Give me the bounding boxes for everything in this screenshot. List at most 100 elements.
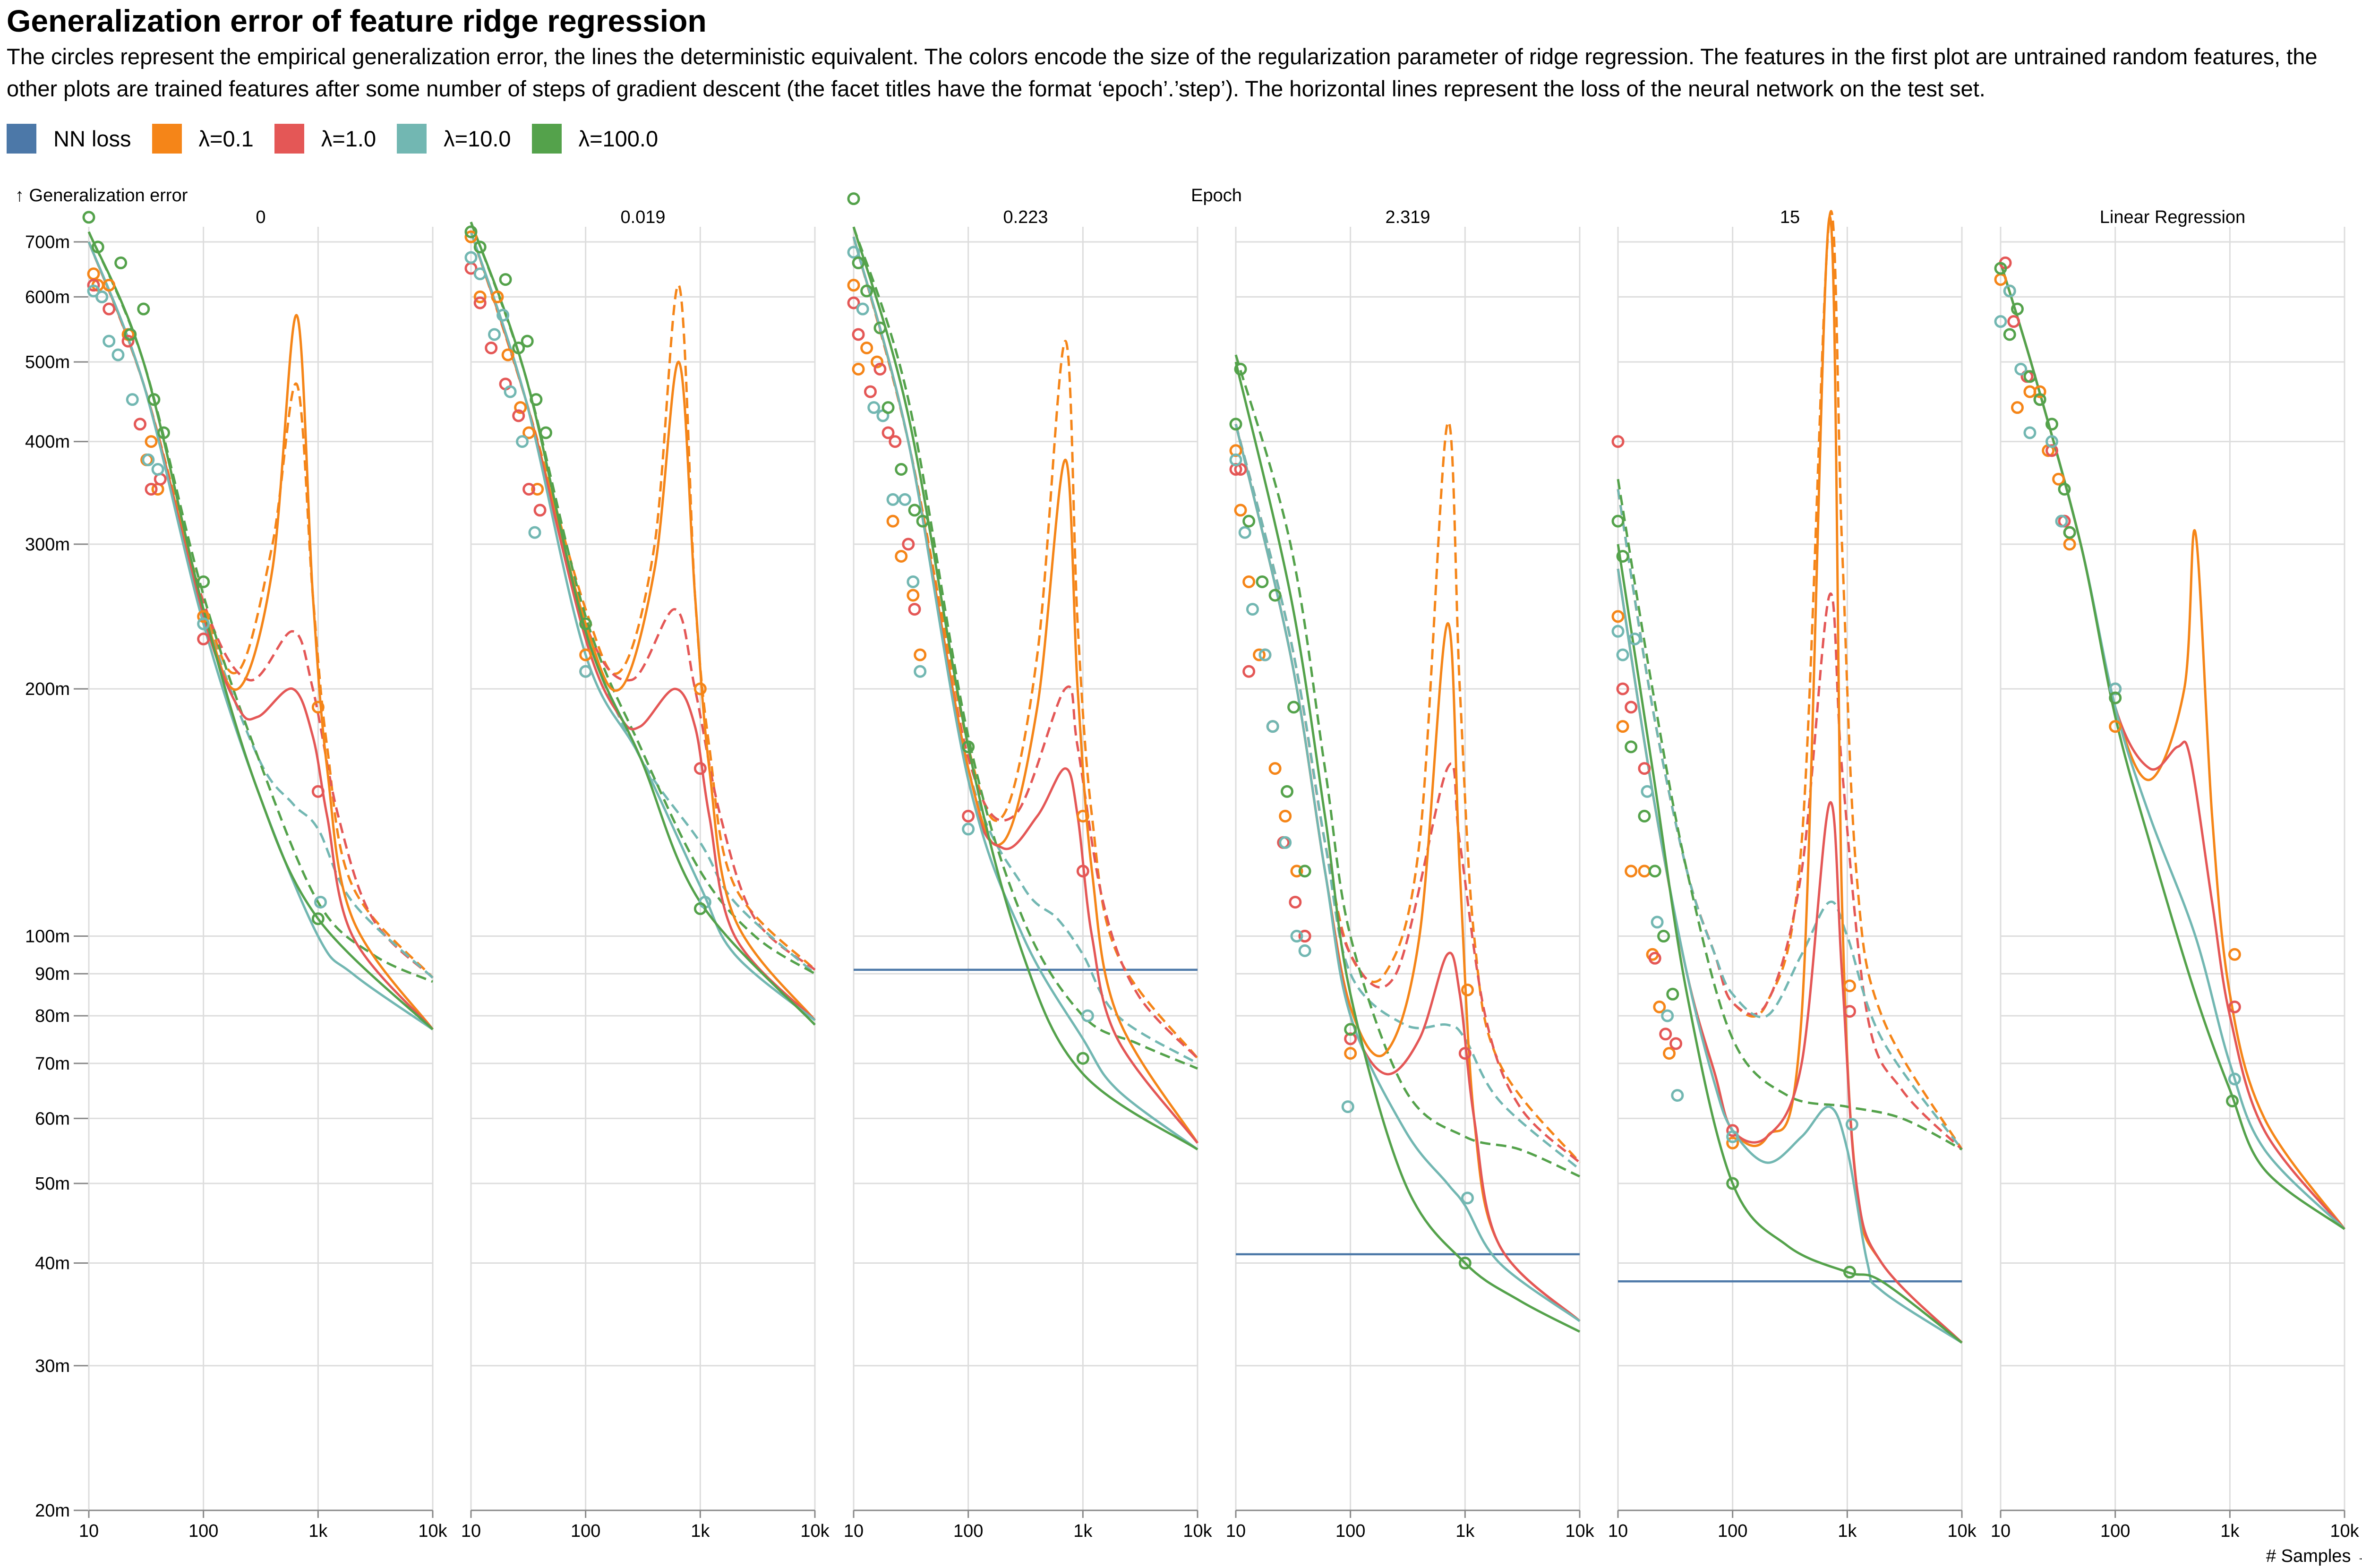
legend-swatch-lambda-1.0: [274, 123, 304, 154]
legend-swatch-nn-loss: [7, 123, 36, 154]
y-tick-label: 700m: [25, 232, 70, 252]
point-lambda-0.1: [1663, 1047, 1676, 1060]
point-lambda-0.1: [514, 401, 527, 414]
point-lambda-0.1: [914, 648, 927, 661]
y-tick-label: 50m: [35, 1174, 70, 1194]
legend-swatch-lambda-0.1: [152, 123, 182, 154]
point-lambda-100.0: [860, 284, 873, 298]
point-lambda-1.0: [485, 341, 498, 354]
point-lambda-1.0: [522, 482, 536, 496]
point-lambda-1.0: [2228, 1000, 2241, 1013]
point-lambda-10.0: [1081, 1009, 1094, 1022]
point-lambda-1.0: [197, 633, 210, 646]
point-lambda-1.0: [852, 328, 865, 341]
legend-item-lambda-0.1[interactable]: λ=0.1: [152, 123, 254, 154]
legend-item-lambda-10.0[interactable]: λ=10.0: [397, 123, 511, 154]
point-lambda-10.0: [2055, 514, 2068, 528]
point-lambda-10.0: [126, 393, 139, 406]
facet-panel: 10 100 1k 10k 0.019: [461, 207, 830, 1541]
legend-item-lambda-100.0[interactable]: λ=100.0: [531, 123, 658, 154]
point-lambda-0.1: [907, 589, 920, 602]
point-lambda-0.1: [464, 230, 478, 243]
y-tick-label: 90m: [35, 964, 70, 984]
point-lambda-1.0: [881, 426, 895, 439]
x-tick-label: 1k: [2220, 1521, 2240, 1541]
point-lambda-1.0: [1843, 1005, 1856, 1018]
point-lambda-100.0: [895, 463, 908, 476]
y-tick-label: 80m: [35, 1006, 70, 1026]
point-lambda-10.0: [473, 267, 487, 281]
point-lambda-100.0: [2023, 370, 2037, 383]
y-tick-label: 600m: [25, 287, 70, 307]
facet-panel: 10 100 1k 10k 2.319: [1226, 207, 1595, 1541]
point-lambda-100.0: [82, 211, 95, 224]
point-lambda-10.0: [111, 348, 125, 361]
dashed-line-lambda-10.0: [1234, 424, 1581, 1171]
x-tick-label: 10: [1226, 1521, 1246, 1541]
point-lambda-10.0: [95, 290, 109, 303]
facet-panel: 10 100 1k 10k Linear Regression: [1991, 207, 2360, 1541]
x-tick-label: 100: [953, 1521, 983, 1541]
point-lambda-10.0: [1279, 836, 1292, 849]
point-lambda-10.0: [1611, 625, 1625, 638]
point-lambda-100.0: [1638, 809, 1651, 823]
point-lambda-100.0: [1625, 740, 1638, 754]
point-lambda-10.0: [1671, 1089, 1684, 1102]
point-lambda-0.1: [1290, 865, 1303, 878]
point-lambda-10.0: [1661, 1009, 1674, 1022]
point-lambda-100.0: [1344, 1023, 1357, 1036]
point-lambda-0.1: [871, 355, 884, 368]
point-lambda-10.0: [899, 493, 912, 506]
solid-line-lambda-10.0: [470, 231, 816, 1021]
point-lambda-0.1: [501, 348, 514, 361]
x-tick-label: 10: [1991, 1521, 2011, 1541]
point-lambda-10.0: [103, 334, 116, 348]
point-lambda-100.0: [1657, 930, 1670, 943]
point-lambda-0.1: [1843, 979, 1856, 993]
point-lambda-0.1: [103, 279, 116, 292]
point-lambda-10.0: [1341, 1100, 1354, 1114]
y-tick-label: 30m: [35, 1356, 70, 1376]
legend-item-lambda-1.0[interactable]: λ=1.0: [274, 123, 376, 154]
x-tick-label: 10: [461, 1521, 481, 1541]
point-lambda-100.0: [157, 426, 171, 439]
point-lambda-0.1: [2052, 472, 2065, 486]
point-lambda-100.0: [1726, 1177, 1739, 1190]
point-lambda-0.1: [1076, 809, 1089, 823]
point-lambda-100.0: [1298, 865, 1311, 878]
point-lambda-100.0: [530, 393, 543, 406]
point-lambda-100.0: [2109, 691, 2122, 704]
point-lambda-100.0: [512, 341, 525, 354]
point-lambda-10.0: [1246, 603, 1259, 616]
dashed-line-lambda-100.0: [470, 222, 816, 975]
y-tick-label: 70m: [35, 1054, 70, 1074]
point-lambda-0.1: [2033, 385, 2046, 398]
point-lambda-100.0: [311, 912, 325, 925]
point-lambda-10.0: [1845, 1118, 1858, 1131]
point-lambda-100.0: [124, 328, 137, 341]
point-lambda-10.0: [496, 308, 510, 322]
x-tick-label: 1k: [1455, 1521, 1475, 1541]
x-tick-label: 10: [1608, 1521, 1628, 1541]
legend-item-nn-loss[interactable]: NN loss: [7, 123, 131, 154]
point-lambda-1.0: [473, 296, 487, 309]
point-lambda-10.0: [886, 493, 899, 506]
solid-line-lambda-1.0: [1617, 568, 1963, 1344]
point-lambda-0.1: [852, 362, 865, 376]
solid-line-lambda-1.0: [1999, 262, 2345, 1230]
dashed-line-lambda-0.1: [1617, 210, 1963, 1150]
point-lambda-1.0: [873, 362, 887, 376]
y-tick-label: 500m: [25, 352, 70, 372]
point-lambda-10.0: [1290, 930, 1303, 943]
chart-subtitle: The circles represent the empirical gene…: [7, 44, 2318, 101]
x-tick-label: 100: [1335, 1521, 1365, 1541]
point-lambda-0.1: [1611, 610, 1625, 623]
facet-title: 15: [1780, 207, 1800, 227]
point-lambda-1.0: [87, 279, 100, 292]
point-lambda-10.0: [87, 284, 100, 298]
point-lambda-100.0: [693, 902, 707, 915]
x-tick-label: 100: [188, 1521, 218, 1541]
legend-swatch-lambda-10.0: [397, 123, 427, 154]
facet-panel: 10 100 1k 10k 15: [1608, 207, 1977, 1541]
point-lambda-10.0: [516, 435, 529, 448]
